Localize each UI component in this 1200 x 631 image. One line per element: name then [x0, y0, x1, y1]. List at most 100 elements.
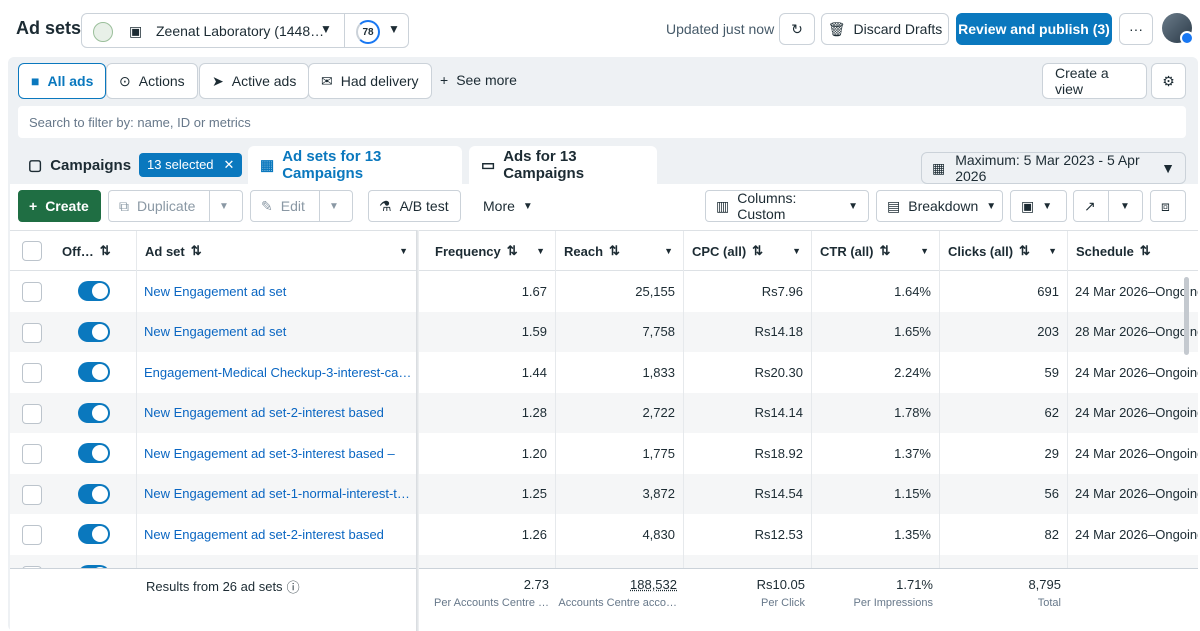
column-menu-icon[interactable]: ▼	[920, 246, 929, 256]
actions-label: Actions	[138, 73, 185, 89]
cpc-cell: Rs14.14	[754, 405, 803, 420]
discard-drafts-button[interactable]: 🗑 Discard Drafts	[821, 13, 949, 45]
divider	[1108, 191, 1109, 221]
column-schedule[interactable]: Schedule ⇅	[1067, 231, 1198, 271]
chart-toggle-button[interactable]: ⧈	[1150, 190, 1186, 222]
create-view-button[interactable]: Create a view	[1042, 63, 1147, 99]
chevron-down-icon[interactable]: ▼	[219, 200, 229, 212]
create-button[interactable]: + Create	[18, 190, 101, 222]
delivery-toggle[interactable]	[78, 524, 110, 544]
row-checkbox[interactable]	[22, 403, 42, 424]
row-checkbox[interactable]	[22, 444, 42, 464]
column-reach[interactable]: Reach ⇅ ▼	[555, 231, 683, 271]
sort-icon[interactable]: ⇅	[609, 243, 620, 258]
row-checkbox[interactable]	[22, 322, 42, 343]
refresh-button[interactable]: ↻	[779, 13, 815, 45]
view-settings-button[interactable]: ⚙	[1151, 63, 1186, 99]
adset-name-link[interactable]: New Engagement ad set-2-interest based	[144, 405, 384, 420]
table-row[interactable]: New Engagement ad set 1.67 25,155 Rs7.96 1.6…	[10, 271, 1198, 311]
flask-icon: ⚗	[379, 197, 392, 214]
more-button[interactable]: More ▼	[472, 190, 542, 222]
table-row[interactable]: New Engagement ad set-3-interest based –…	[10, 433, 1198, 473]
sort-icon[interactable]: ⇅	[506, 243, 518, 258]
column-adset-label: Ad set	[145, 243, 185, 259]
adset-name-link[interactable]: Engagement-Medical Checkup-3-interest-ca…	[144, 364, 412, 380]
had-delivery-filter[interactable]: ✉ Had delivery	[308, 63, 432, 99]
close-icon[interactable]: ✕	[223, 157, 235, 172]
vertical-scrollbar[interactable]	[1184, 277, 1189, 355]
table-row[interactable]: New Engagement ad set-2-interest based 1.…	[10, 514, 1198, 554]
select-all-checkbox[interactable]	[22, 241, 42, 261]
columns-button[interactable]: ▥ Columns: Custom ▼	[705, 190, 869, 222]
sort-icon[interactable]: ⇅	[99, 243, 111, 258]
edit-button[interactable]: ✎ Edit ▼	[250, 190, 353, 222]
tab-adsets[interactable]: ▦ Ad sets for 13 Campaigns	[248, 146, 462, 184]
tab-campaigns[interactable]: ▢ Campaigns 13 selected ✕	[28, 146, 243, 184]
more-options-button[interactable]: ···	[1119, 13, 1153, 45]
sort-icon[interactable]: ⇅	[1139, 243, 1151, 258]
ab-test-button[interactable]: ⚗ A/B test	[368, 190, 461, 222]
row-checkbox[interactable]	[22, 363, 42, 383]
column-adset[interactable]: Ad set ⇅ ▼	[136, 231, 418, 271]
see-more-button[interactable]: + See more	[440, 72, 517, 88]
selected-badge[interactable]: 13 selected ✕	[139, 153, 243, 177]
info-icon[interactable]: ⓘ	[286, 580, 300, 595]
divider	[555, 271, 556, 631]
adset-name-link[interactable]: New Engagement ad set-2-interest based	[144, 526, 384, 542]
column-frequency[interactable]: Frequency ⇅ ▼	[427, 231, 555, 271]
sort-icon[interactable]: ⇅	[752, 243, 764, 258]
adset-name-link[interactable]: New Engagement ad set	[144, 324, 287, 339]
column-ctr[interactable]: CTR (all) ⇅ ▼	[811, 231, 939, 271]
sort-icon[interactable]: ⇅	[190, 243, 202, 258]
adset-name-link[interactable]: New Engagement ad set-1-normal-interest-…	[144, 486, 410, 501]
table-row[interactable]: New Engagement ad set 1.59 7,758 Rs14.18 1.6…	[10, 311, 1198, 352]
delivery-toggle[interactable]	[78, 443, 110, 463]
sort-icon[interactable]: ⇅	[1019, 243, 1030, 258]
column-offon-label: Off…	[62, 243, 94, 259]
tab-ads[interactable]: ▭ Ads for 13 Campaigns	[469, 146, 657, 184]
column-menu-icon[interactable]: ▼	[536, 246, 545, 256]
column-menu-icon[interactable]: ▼	[792, 246, 801, 256]
frequency-cell: 1.26	[521, 526, 547, 542]
account-selector[interactable]: ▣ Zeenat Laboratory (1448… ▼ 78 ▼	[81, 13, 409, 48]
export-button[interactable]: ↗ ▼	[1073, 190, 1143, 222]
row-checkbox[interactable]	[22, 484, 42, 505]
row-checkbox[interactable]	[22, 525, 42, 545]
duplicate-button[interactable]: ⧉ Duplicate ▼	[108, 190, 243, 222]
adset-name-link[interactable]: New Engagement ad set-3-interest based –	[144, 445, 395, 461]
chevron-down-icon[interactable]: ▼	[388, 22, 400, 36]
top-bar: Ad sets ▣ Zeenat Laboratory (1448… ▼ 78 …	[0, 0, 1200, 58]
chevron-down-icon[interactable]: ▼	[1120, 200, 1130, 212]
delivery-toggle[interactable]	[78, 321, 110, 342]
opportunity-score[interactable]: 78	[356, 20, 380, 44]
table-row[interactable]: Engagement-Medical Checkup-3-interest-ca…	[10, 352, 1198, 392]
report-icon: ▣	[1021, 197, 1035, 214]
delivery-toggle[interactable]	[78, 402, 110, 423]
delivery-toggle[interactable]	[78, 362, 110, 382]
adsets-table: Off… ⇅ Ad set ⇅ ▼ Frequency ⇅ ▼ Reach ⇅ …	[10, 230, 1198, 631]
reports-button[interactable]: ▣ ▼	[1010, 190, 1067, 222]
search-input[interactable]: Search to filter by: name, ID or metrics	[18, 106, 1186, 138]
table-row[interactable]: New Engagement ad set-1-normal-interest-…	[10, 473, 1198, 514]
adset-name-link[interactable]: New Engagement ad set	[144, 283, 287, 299]
active-ads-filter[interactable]: ➤ Active ads	[199, 63, 310, 99]
review-publish-button[interactable]: Review and publish (3)	[956, 13, 1112, 45]
envelope-icon: ✉	[321, 72, 333, 89]
chevron-down-icon[interactable]: ▼	[329, 200, 339, 212]
refresh-icon: ↻	[791, 20, 803, 37]
breakdown-button[interactable]: ▤ Breakdown ▼	[876, 190, 1003, 222]
column-clicks[interactable]: Clicks (all) ⇅ ▼	[939, 231, 1067, 271]
all-ads-filter[interactable]: ■ All ads	[18, 63, 107, 99]
delivery-toggle[interactable]	[78, 483, 110, 504]
row-checkbox[interactable]	[22, 282, 42, 302]
column-offon[interactable]: Off… ⇅	[54, 231, 136, 271]
column-menu-icon[interactable]: ▼	[1048, 246, 1057, 256]
column-cpc[interactable]: CPC (all) ⇅ ▼	[683, 231, 811, 271]
date-range-picker[interactable]: ▦ Maximum: 5 Mar 2023 - 5 Apr 2026 ▼	[921, 152, 1186, 184]
column-menu-icon[interactable]: ▼	[399, 246, 408, 256]
table-row[interactable]: New Engagement ad set-2-interest based 1.…	[10, 392, 1198, 433]
column-menu-icon[interactable]: ▼	[664, 246, 673, 256]
sort-icon[interactable]: ⇅	[879, 243, 891, 258]
delivery-toggle[interactable]	[78, 281, 110, 301]
actions-filter[interactable]: ⊙ Actions	[106, 63, 198, 99]
